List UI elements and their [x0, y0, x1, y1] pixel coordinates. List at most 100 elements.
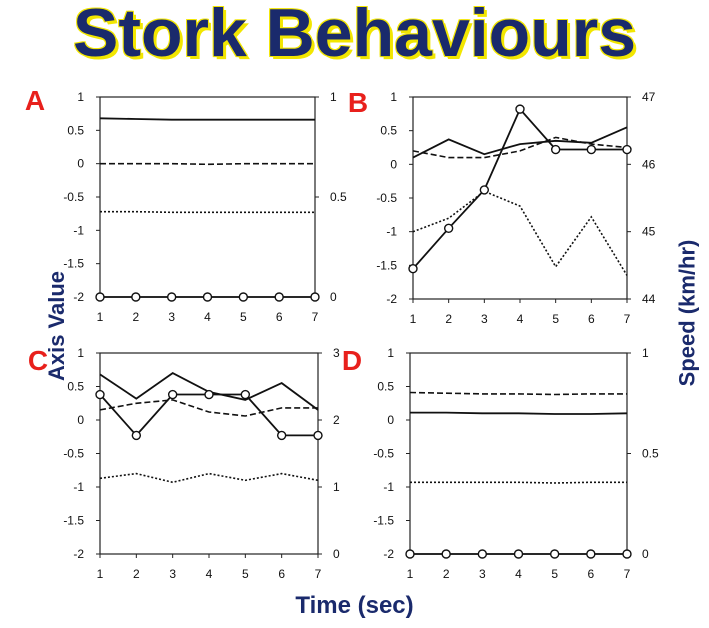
panel-a-point — [310, 292, 320, 302]
panel-d-ytick-label: -1.5 — [373, 514, 394, 528]
panel-b-point — [515, 104, 525, 114]
panel-d-xtick-label: 5 — [551, 567, 558, 581]
panel-d-xtick-label: 6 — [587, 567, 594, 581]
panel-d-series-solid — [410, 411, 628, 415]
panel-b-series-solid — [412, 126, 628, 159]
page-title: Stork Behaviours — [72, 0, 637, 71]
panel-a-series-dashed — [100, 162, 315, 166]
panel-a-y2tick-label: 1 — [330, 90, 337, 104]
panel-c-y2tick-label: 2 — [333, 413, 340, 427]
panel-c-xtick-label: 2 — [133, 567, 140, 581]
panel-c-point — [276, 430, 287, 441]
panel-c-xtick-label: 1 — [97, 567, 104, 581]
panel-b-xtick-label: 4 — [517, 312, 524, 326]
panel-b-series-dashed — [412, 136, 628, 159]
panel-b-xtick-label: 6 — [588, 312, 595, 326]
panel-b-xtick-label: 3 — [481, 312, 488, 326]
panel-d-series-dotted — [410, 481, 627, 484]
panel-d-letter: D — [342, 345, 362, 376]
panel-d-point — [477, 549, 488, 559]
panel-a-point — [238, 292, 249, 302]
panel-a-point — [202, 292, 213, 302]
panel-b-y2tick-label: 45 — [642, 225, 656, 239]
panel-b-ytick-label: 0.5 — [380, 124, 397, 138]
panel-d-ytick-label: 0.5 — [377, 380, 394, 394]
panel-a-frame — [99, 96, 316, 298]
panel-b-point — [408, 264, 418, 274]
panel-b-ytick-label: -1 — [386, 225, 397, 239]
panel-d-y2tick-label: 1 — [642, 346, 649, 360]
panel-d-xtick-label: 1 — [407, 567, 414, 581]
panel-a-y2tick-label: 0.5 — [330, 190, 347, 204]
panel-d-ytick-label: 0 — [387, 413, 394, 427]
panel-c-ytick-label: -1 — [73, 480, 84, 494]
panel-c-ytick-label: -0.5 — [63, 447, 84, 461]
panel-b-ytick-label: -1.5 — [376, 258, 397, 272]
panel-d-xtick-label: 3 — [479, 567, 486, 581]
panel-d-point — [441, 549, 451, 559]
panel-b-point — [586, 144, 597, 155]
panel-a-point — [95, 292, 105, 302]
panel-c-letter: C — [28, 345, 48, 376]
panel-c-xtick-label: 5 — [242, 567, 249, 581]
panel-a-xtick-label: 5 — [240, 310, 247, 324]
panel-c-y2tick-label: 0 — [333, 547, 340, 561]
panel-a-xtick-label: 3 — [168, 310, 175, 324]
panel-d-point — [586, 549, 596, 559]
panel-c-frame — [99, 352, 319, 555]
panel-c-point — [167, 389, 178, 400]
panel-c-xtick-label: 3 — [169, 567, 176, 581]
panel-a-ytick-label: -2 — [73, 290, 84, 304]
panel-a-y2tick-label: 0 — [330, 290, 337, 304]
panel-b-point — [622, 144, 632, 155]
panel-d-frame — [409, 352, 628, 555]
panel-b-point — [479, 185, 490, 195]
panel-c-point — [240, 389, 251, 400]
panel-c-ytick-label: -1.5 — [63, 514, 84, 528]
panel-d-ytick-label: -1 — [383, 480, 394, 494]
panel-b-letter: B — [348, 87, 368, 118]
panel-b-ytick-label: 0 — [390, 157, 397, 171]
panel-a-point — [274, 292, 284, 302]
panel-c-xtick-label: 7 — [315, 567, 322, 581]
panel-d-point — [622, 549, 632, 559]
panel-c-ytick-label: 0 — [77, 413, 84, 427]
panel-d-y2tick-label: 0 — [642, 547, 649, 561]
panel-a-ytick-label: -0.5 — [63, 190, 84, 204]
panel-a-ytick-label: -1.5 — [63, 257, 84, 271]
panel-d-xtick-label: 4 — [515, 567, 522, 581]
panel-b-y2tick-label: 47 — [642, 90, 656, 104]
panel-a-point — [131, 292, 141, 302]
panel-c-series-dashed — [99, 399, 318, 417]
panel-c-ytick-label: 0.5 — [67, 380, 84, 394]
panel-b-point — [550, 144, 561, 155]
panel-b-frame — [412, 96, 628, 300]
panel-a-xtick-label: 4 — [204, 310, 211, 324]
panel-b-series-circle — [412, 107, 627, 270]
panel-b-y2tick-label: 44 — [642, 292, 656, 306]
panel-d-series-dashed — [409, 391, 627, 396]
panel-b-xtick-label: 1 — [410, 312, 417, 326]
panel-a-ytick-label: -1 — [73, 223, 84, 237]
panel-d-point — [513, 549, 524, 559]
panel-d-xtick-label: 2 — [443, 567, 450, 581]
panel-a-xtick-label: 6 — [276, 310, 283, 324]
panel-c-y2tick-label: 1 — [333, 480, 340, 494]
panel-c-series-dotted — [99, 472, 319, 484]
panel-b-y2tick-label: 46 — [642, 157, 656, 171]
panel-b-xtick-label: 7 — [624, 312, 631, 326]
panel-a-point — [166, 292, 177, 302]
panel-b-point — [443, 223, 454, 234]
panel-d-point — [405, 549, 415, 559]
panel-d-xtick-label: 7 — [624, 567, 631, 581]
panel-a-series-solid — [99, 117, 315, 121]
panel-a-ytick-label: 1 — [77, 90, 84, 104]
panel-c-ytick-label: 1 — [77, 346, 84, 360]
panel-b-ytick-label: 1 — [390, 90, 397, 104]
panel-a-ytick-label: 0 — [77, 157, 84, 171]
panel-c-series-circle — [99, 393, 318, 437]
panel-c-point — [131, 430, 142, 441]
panel-a-xtick-label: 1 — [97, 310, 104, 324]
panel-d-ytick-label: -2 — [383, 547, 394, 561]
